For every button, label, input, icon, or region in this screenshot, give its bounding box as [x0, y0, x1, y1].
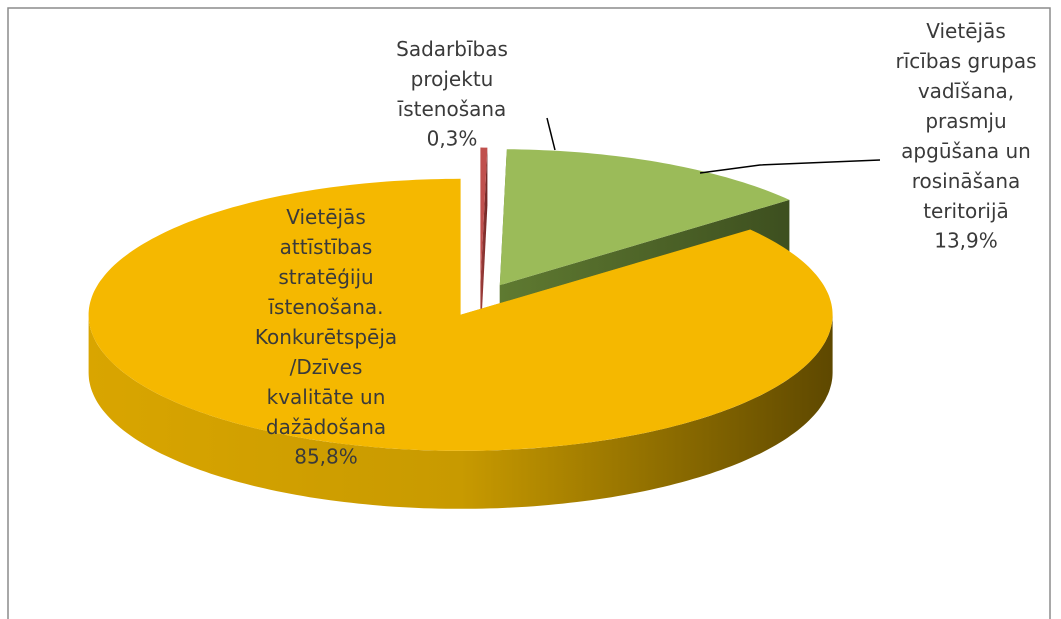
label-line: rosināšana: [912, 169, 1021, 193]
label-line: Vietējās: [926, 19, 1005, 43]
slice: [480, 147, 488, 284]
label-line: /Dzīves: [290, 355, 363, 379]
pie: [88, 147, 833, 509]
label-line: īstenošana: [397, 97, 507, 121]
slice: [499, 149, 790, 286]
leader-line: [699, 159, 881, 174]
label-line: prasmju: [925, 109, 1006, 133]
label-line: apgūšana un: [901, 139, 1031, 163]
label-line: vadīšana,: [918, 79, 1014, 103]
label-line: teritorijā: [923, 199, 1009, 223]
value-label: 13,9%: [934, 229, 998, 253]
label-line: rīcības grupas: [895, 49, 1036, 73]
label-line: Sadarbības: [396, 37, 508, 61]
label-line: Konkurētspēja: [255, 325, 397, 349]
label-line: īstenošana.: [268, 295, 384, 319]
value-label: 85,8%: [294, 445, 358, 469]
slice: [480, 147, 488, 342]
leader-line: [546, 117, 556, 151]
slice-side: [480, 147, 488, 342]
label-line: Vietējās: [286, 205, 365, 229]
labels: Sadarbības projektu īstenošana 0,3% Vietējās…: [255, 19, 1037, 469]
label-line: stratēģiju: [278, 265, 373, 289]
label-line: projektu: [411, 67, 494, 91]
label-line: dažādošana: [266, 415, 386, 439]
value-label: 0,3%: [427, 127, 478, 151]
slice-label: Vietējās rīcības grupas vadīšana, prasmju ap…: [895, 19, 1036, 223]
slice: [88, 178, 833, 451]
slice-label: Sadarbības projektu īstenošana: [396, 37, 508, 121]
slice: [88, 178, 833, 509]
slice-side: [88, 314, 833, 509]
label-line: attīstības: [280, 235, 373, 259]
slice-label: Vietējās attīstības stratēģiju īstenošana. K…: [255, 205, 397, 439]
label-line: kvalitāte un: [267, 385, 386, 409]
